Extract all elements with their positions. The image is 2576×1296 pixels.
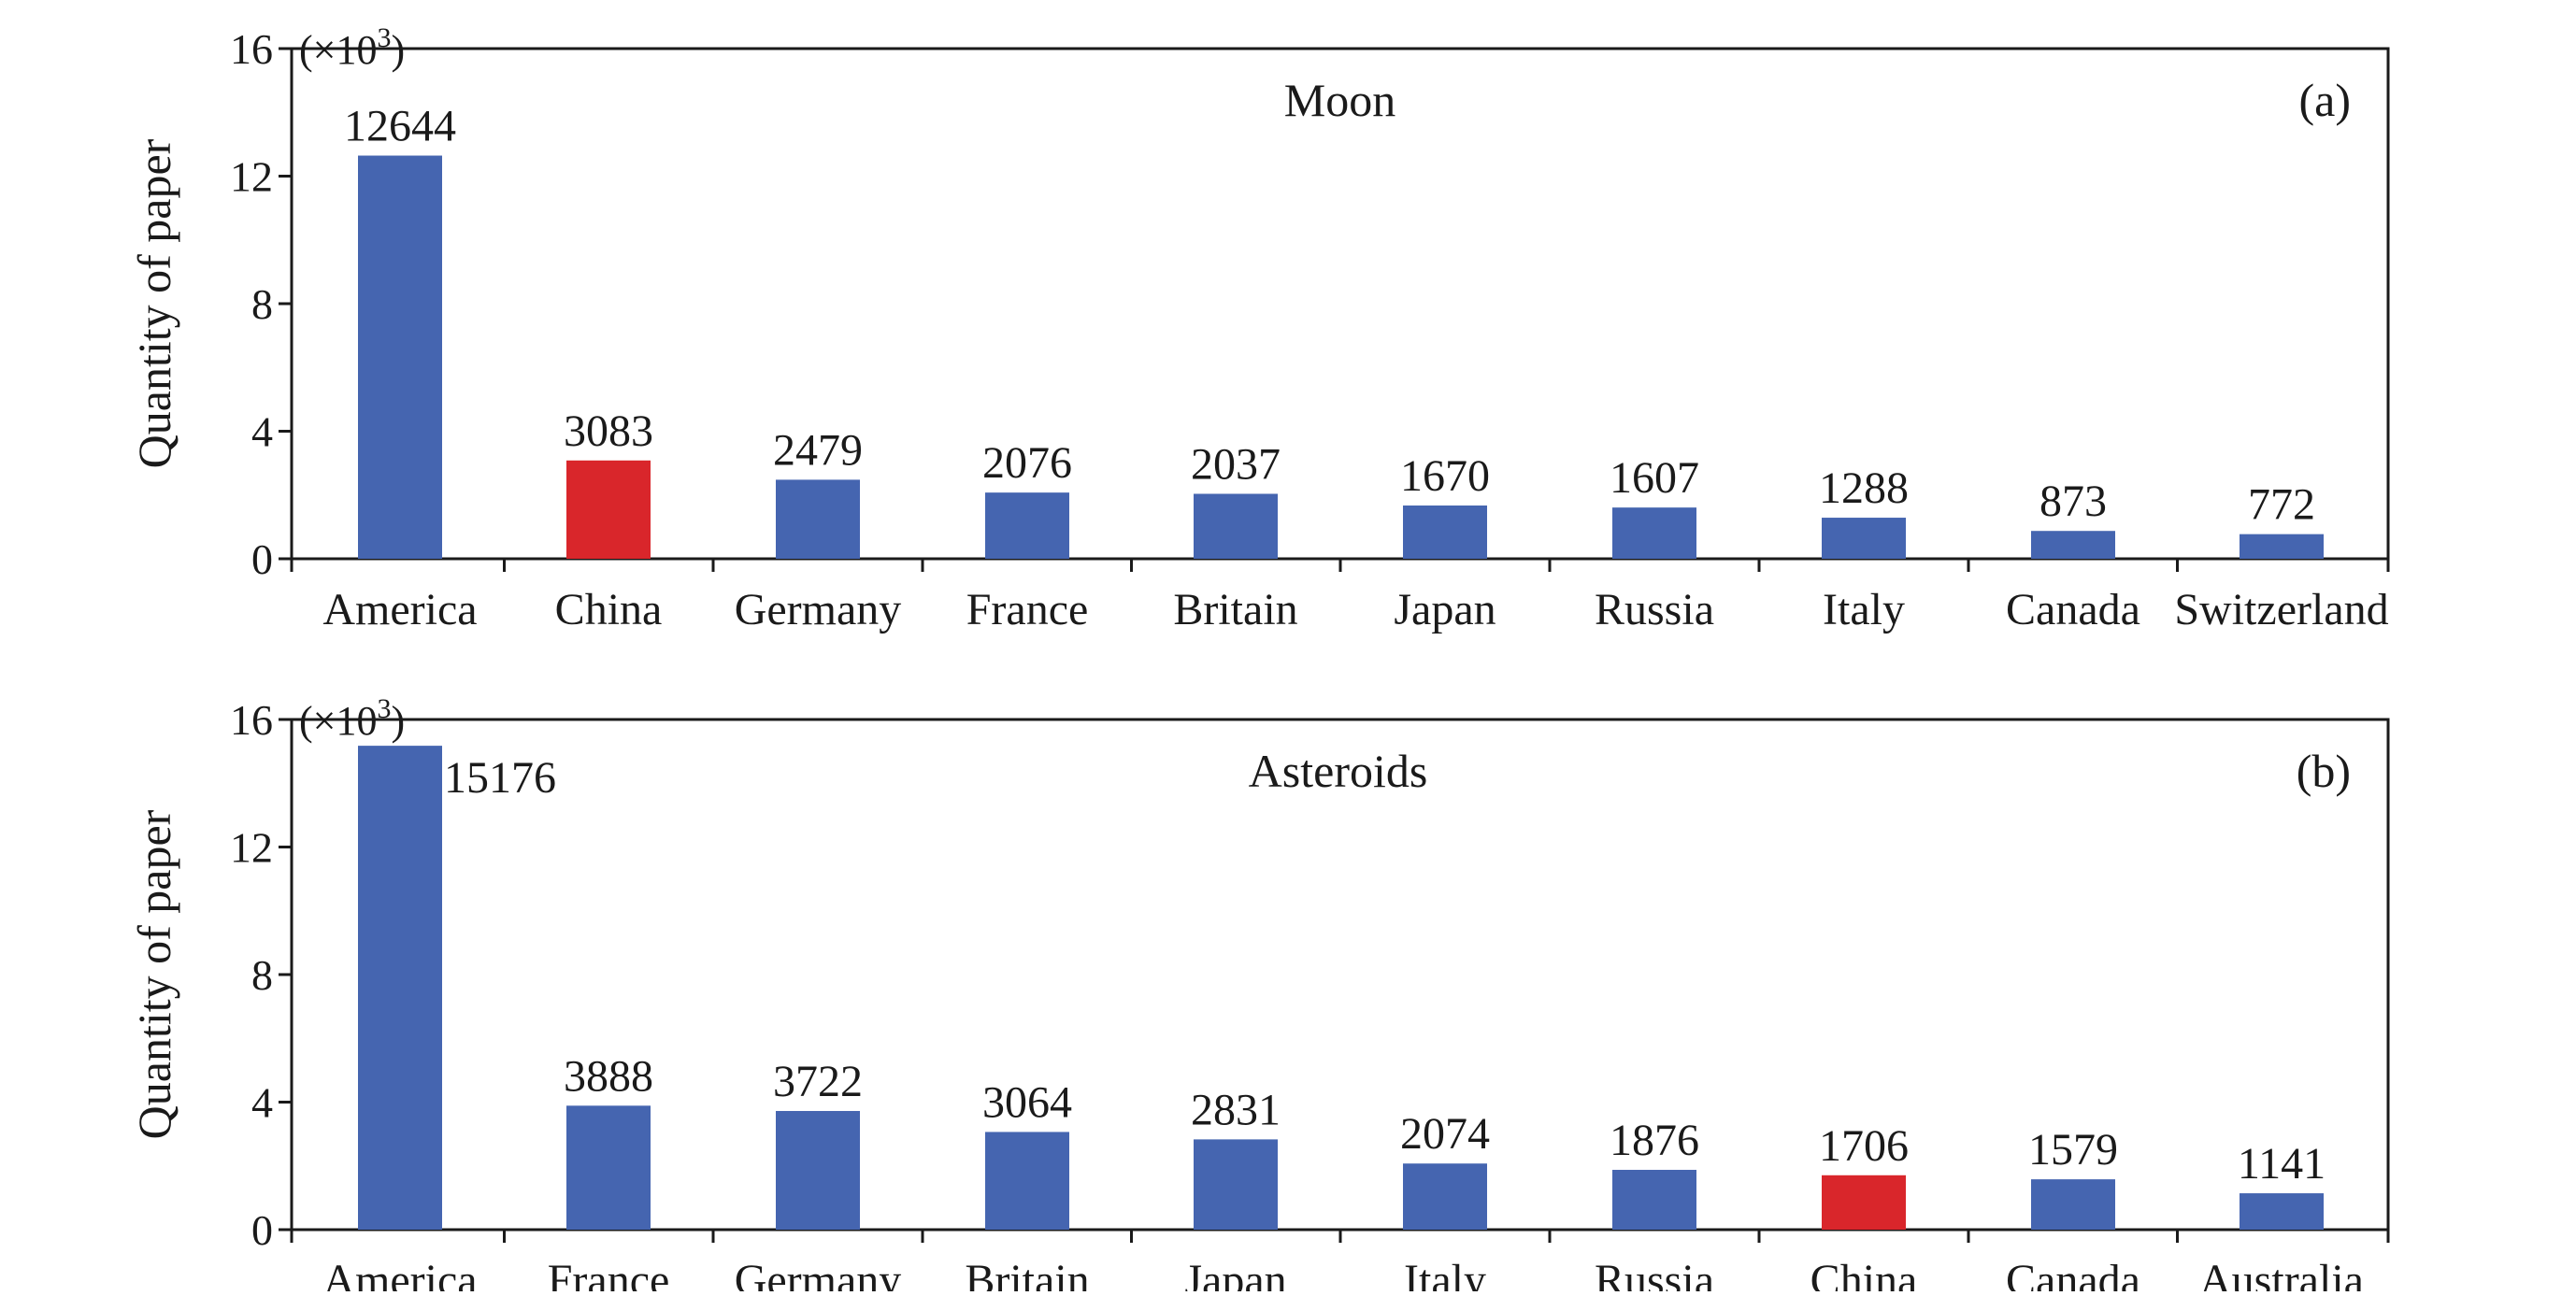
y-axis-title: Quantity of paper xyxy=(128,809,180,1139)
x-category-label: America xyxy=(322,585,477,634)
bar-value-label: 15176 xyxy=(444,753,556,803)
bar xyxy=(985,492,1069,559)
bar-value-label: 772 xyxy=(2248,480,2315,530)
y-tick-label: 8 xyxy=(251,951,273,999)
bar-value-label: 3064 xyxy=(982,1077,1072,1127)
y-tick-label: 0 xyxy=(251,1206,273,1254)
panel-tag: (b) xyxy=(2297,745,2351,797)
bar xyxy=(1403,506,1487,559)
x-category-label: China xyxy=(555,585,663,634)
bar xyxy=(2240,534,2324,559)
asteroids-chart-panel: 0 4 8 12 16 (×103) Quantity of paper Asteroids (… xyxy=(128,693,2390,1296)
bar-highlight xyxy=(1822,1175,1906,1230)
panel-title: Moon xyxy=(1284,74,1395,126)
x-category-label: America xyxy=(322,1256,477,1291)
bar xyxy=(1612,507,1696,559)
y-tick-label: 16 xyxy=(230,25,273,73)
x-category-label: Russia xyxy=(1595,1256,1714,1291)
x-category-label: Japan xyxy=(1184,1256,1286,1291)
x-category-label: Canada xyxy=(2006,585,2140,634)
bar-value-label: 1876 xyxy=(1610,1116,1699,1165)
x-category-label: Italy xyxy=(1404,1256,1486,1291)
x-category-label: Germany xyxy=(735,585,902,634)
panel-tag: (a) xyxy=(2299,74,2352,126)
moon-chart-panel: 0 4 8 12 16 (×103) Quantity of paper Moon (a) 126… xyxy=(128,22,2390,634)
y-tick-label: 16 xyxy=(230,696,273,744)
y-tick-label: 12 xyxy=(230,824,273,872)
y-multiplier-close: ) xyxy=(391,698,405,744)
bar xyxy=(1194,1139,1278,1230)
x-category-label: Switzerland xyxy=(2174,585,2388,634)
x-category-label: Britain xyxy=(965,1256,1089,1291)
bar xyxy=(1194,493,1278,559)
bar xyxy=(776,479,860,559)
bar-value-label: 1141 xyxy=(2238,1139,2326,1189)
y-multiplier-label: (×103) xyxy=(299,22,405,73)
x-category-label: China xyxy=(1810,1256,1918,1291)
y-tick-label: 12 xyxy=(230,153,273,201)
bar xyxy=(2031,531,2115,559)
y-tick-label: 4 xyxy=(251,1079,273,1127)
y-multiplier-exponent: 3 xyxy=(377,22,391,53)
bar xyxy=(1612,1169,1696,1230)
bar-value-label: 1706 xyxy=(1819,1121,1909,1171)
y-multiplier-base: (×10 xyxy=(299,698,377,744)
bar xyxy=(2031,1179,2115,1230)
bar-value-label: 3722 xyxy=(773,1057,863,1106)
bar xyxy=(2240,1193,2324,1230)
y-axis-title: Quantity of paper xyxy=(128,138,180,468)
bar xyxy=(1403,1163,1487,1230)
y-tick-label: 4 xyxy=(251,408,273,456)
x-category-label: France xyxy=(966,585,1089,634)
y-multiplier-base: (×10 xyxy=(299,27,377,73)
x-category-label: Australia xyxy=(2199,1256,2364,1291)
bar xyxy=(358,746,442,1230)
bar xyxy=(776,1110,860,1230)
bar xyxy=(1822,518,1906,559)
bar-value-label: 3083 xyxy=(564,406,653,456)
x-category-label: France xyxy=(548,1256,670,1291)
x-category-label: Britain xyxy=(1173,585,1297,634)
bar-value-label: 1579 xyxy=(2028,1125,2118,1175)
bar xyxy=(985,1132,1069,1230)
bar xyxy=(566,1105,651,1230)
x-category-label: Italy xyxy=(1823,585,1905,634)
panel-title: Asteroids xyxy=(1249,745,1428,797)
bar-value-label: 2831 xyxy=(1191,1085,1281,1134)
bar-value-label: 2037 xyxy=(1191,439,1281,489)
x-category-label: Germany xyxy=(735,1256,902,1291)
x-category-label: Russia xyxy=(1595,585,1714,634)
bar-value-label: 1288 xyxy=(1819,463,1909,513)
bar-value-label: 3888 xyxy=(564,1051,653,1101)
y-multiplier-close: ) xyxy=(391,27,405,73)
bar-highlight xyxy=(566,460,651,559)
y-tick-label: 0 xyxy=(251,535,273,583)
y-multiplier-exponent: 3 xyxy=(377,693,391,724)
x-category-label: Canada xyxy=(2006,1256,2140,1291)
bar-value-label: 1670 xyxy=(1400,451,1490,501)
y-tick-label: 8 xyxy=(251,280,273,328)
bar-value-label: 1607 xyxy=(1610,453,1699,503)
x-category-label: Japan xyxy=(1394,585,1496,634)
bar-value-label: 873 xyxy=(2039,477,2107,526)
y-multiplier-label: (×103) xyxy=(299,693,405,744)
bar-value-label: 2479 xyxy=(773,425,863,475)
bar-value-label: 2074 xyxy=(1400,1109,1490,1159)
bar-value-label: 12644 xyxy=(344,102,456,151)
bar xyxy=(358,155,442,559)
bar-value-label: 2076 xyxy=(982,438,1072,488)
